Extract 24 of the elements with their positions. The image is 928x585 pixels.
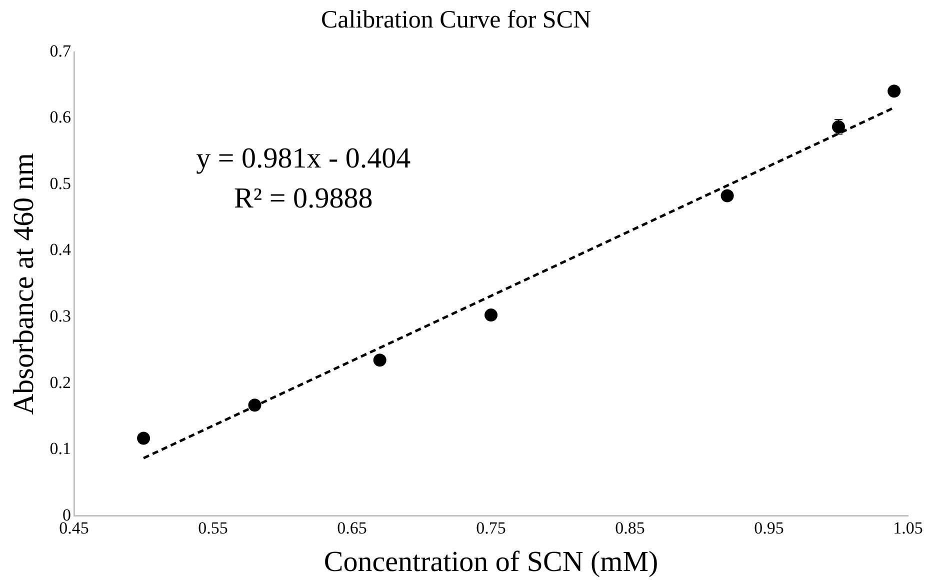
y-tick-label: 0.7 (50, 41, 72, 60)
chart-title: Calibration Curve for SCN (320, 6, 592, 34)
annotation: y = 0.981x - 0.404 (196, 142, 412, 175)
y-tick-label: 0.6 (50, 108, 72, 127)
x-tick-label: 0.65 (337, 518, 367, 538)
point (248, 398, 262, 412)
y-tick-label: 0.1 (50, 439, 72, 458)
point (373, 354, 386, 367)
y-tick-label: 0.2 (50, 372, 72, 392)
x-tick-label: 0.85 (615, 518, 645, 538)
point (137, 432, 150, 445)
point (720, 189, 734, 202)
y-tick-label: 0.5 (50, 174, 72, 193)
x-tick-label: 1.05 (893, 518, 923, 538)
x-tick-label: 0.95 (754, 518, 784, 538)
point (484, 308, 498, 322)
point (888, 84, 901, 98)
y-axis-title: Absorbance at 460 nm (8, 152, 40, 415)
annotation: R² = 0.9888 (234, 182, 373, 215)
x-tick-label: 0.75 (476, 518, 506, 538)
y-tick-label: 0.4 (50, 240, 72, 260)
x-tick-label: 0.55 (198, 518, 228, 538)
y-tick-label: 0.3 (50, 306, 72, 326)
x-axis-title: Concentration of SCN (mM) (324, 546, 658, 578)
